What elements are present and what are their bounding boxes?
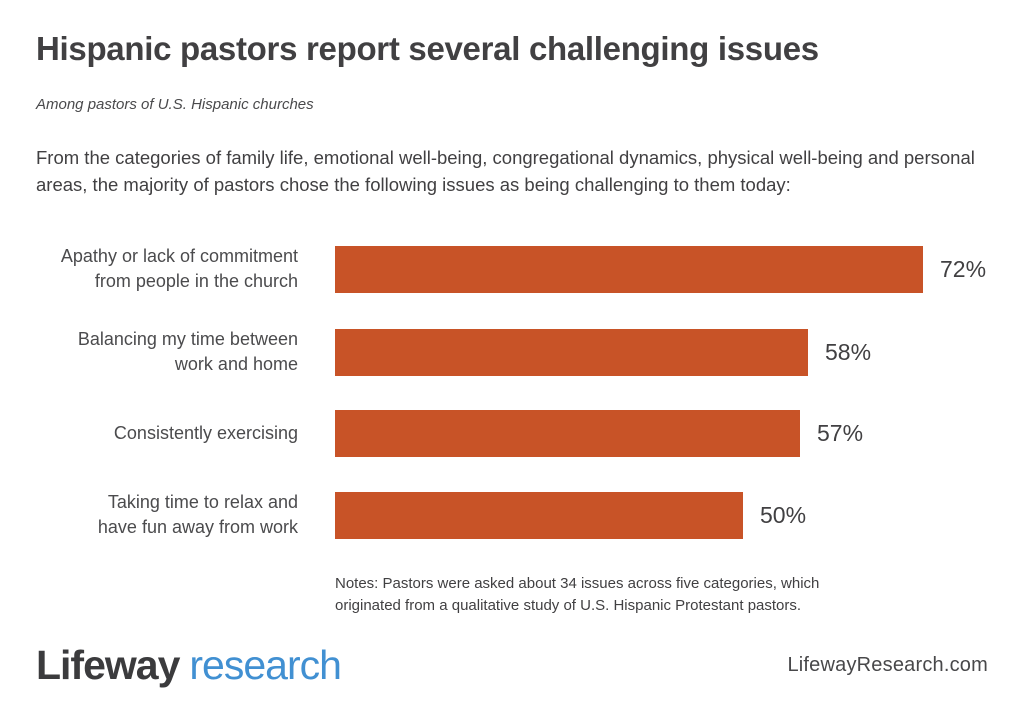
chart-row: Consistently exercising 57% [36,410,988,457]
bar-area: 58% [335,328,872,376]
footer: Lifeway research LifewayResearch.com [0,642,1024,689]
bar-area: 57% [335,410,863,457]
logo-text-research: research [189,642,342,688]
bar-chart: Apathy or lack of commitment from people … [36,244,988,617]
bar [335,328,808,376]
category-label: Apathy or lack of commitment from people … [60,246,298,291]
category-label: Balancing my time between work and home [77,329,298,374]
chart-row: Taking time to relax and have fun away fr… [36,490,988,540]
category-label: Consistently exercising [113,423,298,443]
chart-row: Balancing my time between work and home 58… [36,327,988,377]
bar-area: 50% [335,491,807,539]
chart-notes: Notes: Pastors were asked about 34 issue… [335,575,820,614]
website-url: LifewayResearch.com [787,654,988,676]
bar-value-label: 58% [825,338,872,365]
page-subtitle: Among pastors of U.S. Hispanic churches [36,96,314,113]
category-label: Taking time to relax and have fun away fr… [97,492,298,537]
bar-value-label: 50% [760,501,807,528]
bar [335,410,800,457]
bar [335,491,743,539]
chart-rows: Apathy or lack of commitment from people … [36,244,988,540]
logo-text-lifeway: Lifeway [36,642,180,688]
bar-area: 72% [335,245,987,293]
bar-value-label: 72% [940,255,987,282]
lifeway-research-logo: Lifeway research [36,642,342,689]
page-title: Hispanic pastors report several challeng… [36,30,819,67]
page-description: From the categories of family life, emot… [36,147,975,195]
chart-row: Apathy or lack of commitment from people … [36,244,988,294]
bar [335,245,923,293]
bar-value-label: 57% [817,420,864,446]
